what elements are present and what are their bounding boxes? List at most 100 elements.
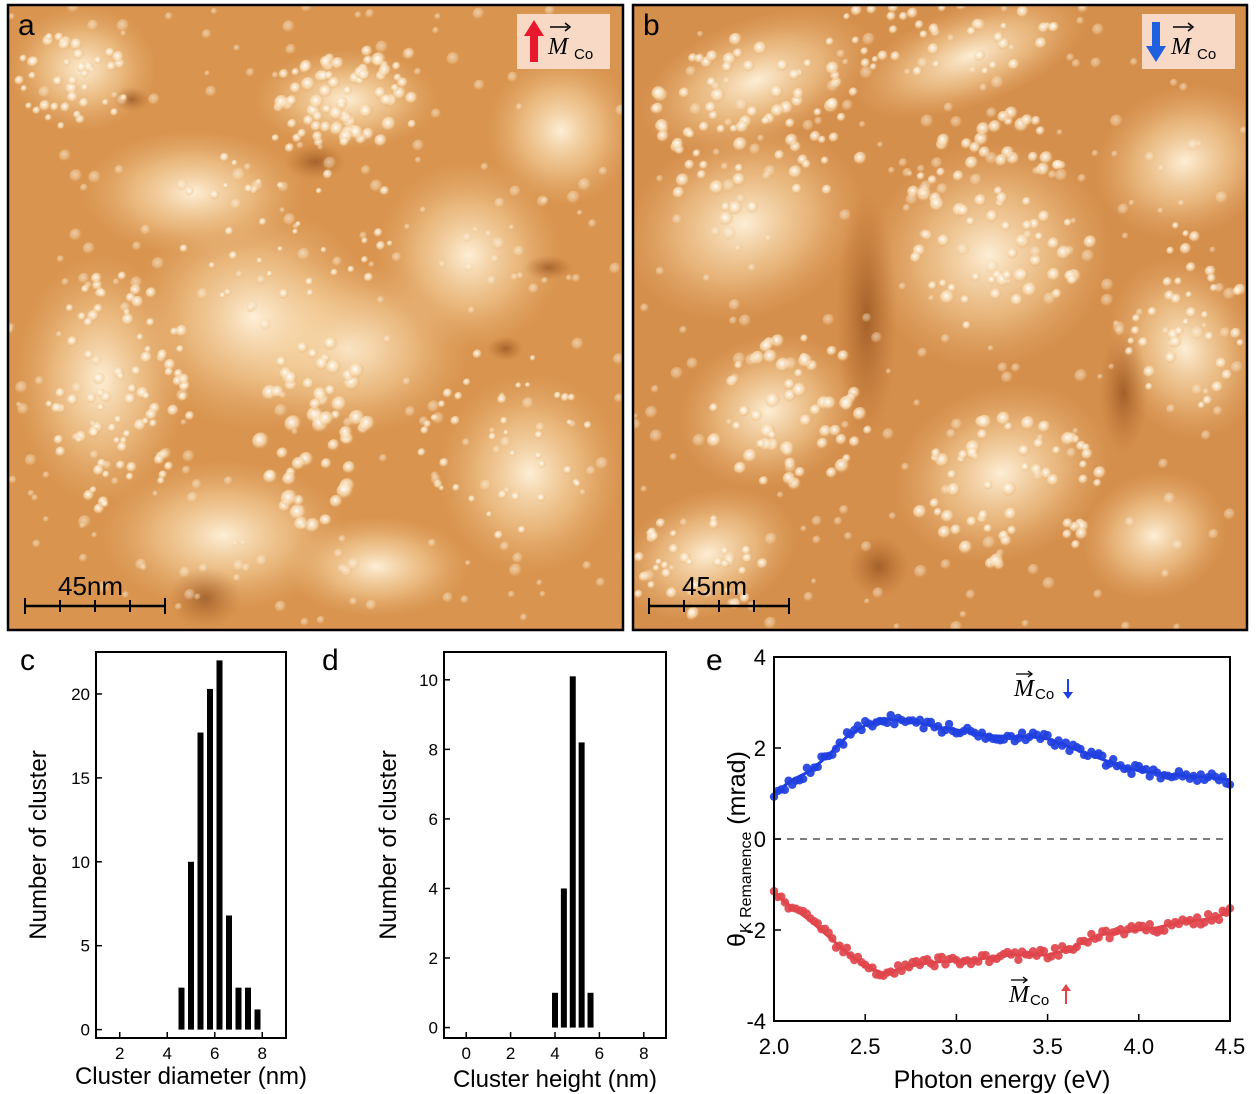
series-0-point <box>977 728 987 737</box>
y-tick-label: 0 <box>429 1019 438 1038</box>
afm-nanoparticle <box>650 103 661 115</box>
afm-nanoparticle <box>124 393 137 406</box>
afm-nanoparticle <box>728 200 743 216</box>
afm-nanoparticle <box>566 190 581 205</box>
afm-nanoparticle <box>59 38 66 45</box>
afm-nanoparticle <box>685 558 694 567</box>
series-1-point <box>1047 952 1056 961</box>
afm-nanoparticle <box>78 553 89 563</box>
legend-box-a: M Co <box>517 14 610 69</box>
afm-nanoparticle <box>595 456 610 471</box>
afm-nanoparticle <box>69 169 84 183</box>
afm-nanoparticle <box>886 11 897 22</box>
afm-nanoparticle <box>694 53 706 64</box>
afm-nanoparticle <box>746 106 759 118</box>
afm-nanoparticle <box>848 436 861 448</box>
afm-nanoparticle <box>404 406 417 418</box>
series-1-point <box>828 934 837 943</box>
vector-arrowhead-icon <box>1027 670 1034 678</box>
afm-nanoparticle <box>920 180 933 193</box>
afm-nanoparticle <box>164 12 174 21</box>
afm-nanoparticle <box>1079 460 1088 469</box>
afm-nanoparticle <box>656 175 664 183</box>
series-0-point <box>886 710 895 720</box>
afm-nanoparticle <box>1200 311 1209 320</box>
afm-nanoparticle <box>1127 337 1135 345</box>
series-label-symbol: M <box>1013 676 1036 702</box>
afm-nanoparticle <box>499 392 506 399</box>
afm-nanoparticle <box>152 490 159 497</box>
afm-nanoparticle <box>219 152 230 163</box>
afm-nanoparticle <box>940 509 955 524</box>
plot-frame <box>95 651 287 1039</box>
afm-nanoparticle <box>1018 444 1031 457</box>
x-tick-label: 6 <box>210 1044 219 1063</box>
afm-nanoparticle <box>151 257 166 271</box>
afm-nanoparticle <box>1182 318 1190 326</box>
afm-nanoparticle <box>852 407 868 422</box>
afm-nanoparticle <box>598 166 609 177</box>
afm-nanoparticle <box>937 6 947 13</box>
afm-nanoparticle <box>707 433 723 449</box>
afm-nanoparticle <box>1022 220 1033 232</box>
afm-nanoparticle <box>743 60 756 73</box>
afm-nanoparticle <box>312 131 324 143</box>
afm-nanoparticle <box>266 270 273 278</box>
afm-nanoparticle <box>826 97 840 111</box>
afm-nanoparticle <box>853 151 868 166</box>
afm-nanoparticle <box>299 522 308 531</box>
y-axis-subscript: K Remanence <box>738 832 755 933</box>
x-tick-label: 2 <box>506 1044 515 1063</box>
afm-nanoparticle <box>764 234 773 243</box>
afm-nanoparticle <box>499 541 511 552</box>
afm-nanoparticle <box>784 378 796 391</box>
afm-nanoparticle <box>745 353 759 368</box>
afm-nanoparticle <box>1207 273 1217 284</box>
afm-nanoparticle <box>640 303 650 313</box>
afm-nanoparticle <box>467 306 476 315</box>
afm-nanoparticle <box>988 61 998 70</box>
afm-nanoparticle <box>794 368 804 379</box>
afm-nanoparticle <box>969 173 983 187</box>
afm-nanoparticle <box>650 384 660 394</box>
afm-nanoparticle <box>698 121 710 133</box>
afm-nanoparticle <box>1219 327 1232 339</box>
afm-nanoparticle <box>763 349 779 365</box>
afm-nanoparticle <box>655 518 667 529</box>
series-0-point <box>919 724 928 733</box>
afm-nanoparticle <box>765 393 781 409</box>
afm-nanoparticle <box>950 116 963 129</box>
afm-nanoparticle <box>882 428 895 441</box>
afm-nanoparticle <box>472 349 483 360</box>
vector-arrowhead-icon <box>1022 976 1029 984</box>
afm-nanoparticle <box>733 584 747 598</box>
afm-nanoparticle <box>931 448 942 459</box>
afm-nanoparticle <box>721 202 732 212</box>
afm-nanoparticle <box>946 428 957 440</box>
afm-nanoparticle <box>97 581 111 595</box>
afm-nanoparticle <box>829 424 842 438</box>
series-0-point <box>857 725 866 735</box>
afm-nanoparticle <box>73 48 85 61</box>
afm-nanoparticle <box>363 272 374 283</box>
afm-nanoparticle <box>25 102 33 110</box>
afm-nanoparticle <box>732 421 742 431</box>
afm-nanoparticle <box>977 429 989 441</box>
afm-nanoparticle <box>810 578 817 585</box>
afm-nanoparticle <box>1078 474 1089 485</box>
afm-nanoparticle <box>407 119 417 129</box>
afm-nanoparticle <box>729 316 738 326</box>
afm-nanoparticle <box>112 278 121 286</box>
afm-nanoparticle <box>309 94 325 110</box>
afm-nanoparticle <box>186 491 199 504</box>
afm-nanoparticle <box>917 57 930 70</box>
afm-nanoparticle <box>1182 230 1190 238</box>
afm-nanoparticle <box>140 224 152 236</box>
afm-nanoparticle <box>634 552 645 563</box>
afm-nanoparticle <box>164 461 174 472</box>
afm-nanoparticle <box>14 75 25 86</box>
afm-nanoparticle <box>1108 363 1115 371</box>
afm-nanoparticle <box>322 104 332 115</box>
afm-nanoparticle <box>888 166 896 175</box>
afm-nanoparticle <box>1212 406 1224 417</box>
